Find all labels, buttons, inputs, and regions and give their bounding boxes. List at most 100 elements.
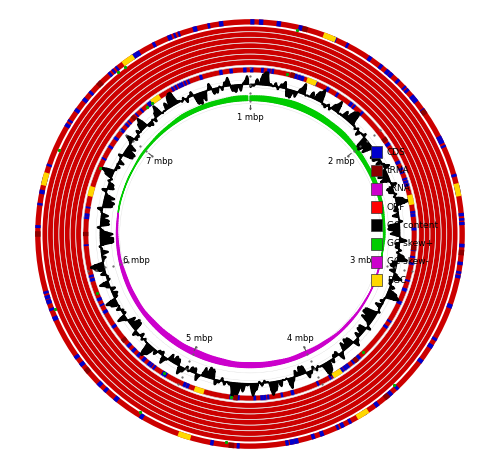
Polygon shape bbox=[184, 99, 188, 102]
Wedge shape bbox=[102, 309, 108, 314]
Wedge shape bbox=[218, 69, 223, 75]
Polygon shape bbox=[288, 100, 292, 107]
Polygon shape bbox=[206, 88, 208, 91]
Polygon shape bbox=[214, 380, 218, 385]
Polygon shape bbox=[376, 188, 379, 190]
Polygon shape bbox=[252, 84, 253, 87]
Polygon shape bbox=[200, 93, 203, 103]
Polygon shape bbox=[118, 250, 120, 252]
Polygon shape bbox=[148, 144, 151, 146]
Polygon shape bbox=[340, 114, 342, 116]
Polygon shape bbox=[174, 339, 178, 344]
Polygon shape bbox=[286, 100, 289, 106]
Polygon shape bbox=[368, 168, 371, 172]
Wedge shape bbox=[387, 72, 394, 78]
Polygon shape bbox=[332, 358, 334, 363]
Polygon shape bbox=[176, 101, 180, 103]
Polygon shape bbox=[342, 351, 344, 354]
Polygon shape bbox=[225, 98, 228, 102]
Polygon shape bbox=[186, 112, 190, 116]
Polygon shape bbox=[400, 240, 406, 242]
Polygon shape bbox=[316, 345, 319, 350]
Polygon shape bbox=[253, 84, 254, 86]
Polygon shape bbox=[396, 200, 408, 205]
Polygon shape bbox=[379, 198, 382, 201]
Polygon shape bbox=[356, 339, 358, 342]
Polygon shape bbox=[176, 359, 180, 365]
Wedge shape bbox=[339, 422, 345, 428]
Polygon shape bbox=[102, 257, 106, 259]
Polygon shape bbox=[164, 333, 169, 338]
Polygon shape bbox=[128, 287, 132, 291]
Polygon shape bbox=[320, 90, 326, 102]
Polygon shape bbox=[383, 246, 384, 248]
Polygon shape bbox=[344, 344, 348, 348]
Polygon shape bbox=[136, 160, 138, 162]
Polygon shape bbox=[294, 92, 298, 97]
Polygon shape bbox=[339, 113, 341, 115]
Polygon shape bbox=[322, 103, 324, 105]
Polygon shape bbox=[217, 380, 219, 383]
Wedge shape bbox=[41, 181, 47, 185]
Bar bbox=[370, 219, 382, 231]
Polygon shape bbox=[398, 257, 407, 261]
Wedge shape bbox=[35, 225, 40, 228]
Polygon shape bbox=[102, 260, 104, 262]
Polygon shape bbox=[302, 367, 307, 374]
Polygon shape bbox=[286, 358, 288, 362]
Wedge shape bbox=[409, 94, 416, 101]
Polygon shape bbox=[382, 212, 384, 214]
Polygon shape bbox=[134, 297, 138, 301]
Polygon shape bbox=[386, 295, 398, 301]
Polygon shape bbox=[374, 149, 378, 153]
Polygon shape bbox=[99, 245, 104, 247]
Polygon shape bbox=[134, 322, 141, 329]
Polygon shape bbox=[220, 359, 224, 365]
Polygon shape bbox=[116, 232, 117, 234]
Polygon shape bbox=[116, 239, 118, 241]
Polygon shape bbox=[274, 381, 276, 392]
Polygon shape bbox=[334, 353, 336, 357]
Wedge shape bbox=[243, 67, 246, 73]
Polygon shape bbox=[194, 108, 198, 112]
Polygon shape bbox=[229, 82, 232, 90]
Polygon shape bbox=[154, 110, 158, 117]
Polygon shape bbox=[356, 131, 359, 135]
Wedge shape bbox=[334, 92, 340, 97]
Polygon shape bbox=[325, 340, 328, 344]
Polygon shape bbox=[142, 153, 144, 155]
Polygon shape bbox=[354, 128, 358, 129]
Polygon shape bbox=[290, 101, 294, 107]
Polygon shape bbox=[367, 147, 373, 151]
Wedge shape bbox=[114, 66, 120, 71]
Wedge shape bbox=[402, 177, 407, 181]
Polygon shape bbox=[380, 203, 382, 206]
Wedge shape bbox=[384, 69, 390, 75]
Polygon shape bbox=[244, 363, 247, 367]
Polygon shape bbox=[214, 380, 216, 385]
Polygon shape bbox=[116, 226, 117, 228]
Wedge shape bbox=[84, 213, 89, 217]
Polygon shape bbox=[358, 141, 368, 150]
Polygon shape bbox=[365, 319, 370, 324]
Wedge shape bbox=[139, 108, 144, 113]
Polygon shape bbox=[101, 248, 102, 249]
Polygon shape bbox=[94, 262, 104, 265]
Polygon shape bbox=[227, 78, 230, 86]
Polygon shape bbox=[256, 363, 258, 367]
Polygon shape bbox=[329, 337, 332, 341]
Polygon shape bbox=[281, 84, 283, 88]
Polygon shape bbox=[398, 249, 402, 251]
Polygon shape bbox=[150, 142, 152, 145]
Wedge shape bbox=[359, 110, 364, 116]
Polygon shape bbox=[105, 173, 112, 177]
Polygon shape bbox=[326, 120, 330, 125]
Polygon shape bbox=[322, 365, 328, 373]
Polygon shape bbox=[372, 155, 378, 160]
Wedge shape bbox=[386, 319, 392, 323]
Polygon shape bbox=[136, 135, 139, 138]
Polygon shape bbox=[173, 120, 176, 124]
Polygon shape bbox=[164, 128, 167, 131]
Polygon shape bbox=[98, 207, 102, 209]
Polygon shape bbox=[374, 183, 378, 186]
